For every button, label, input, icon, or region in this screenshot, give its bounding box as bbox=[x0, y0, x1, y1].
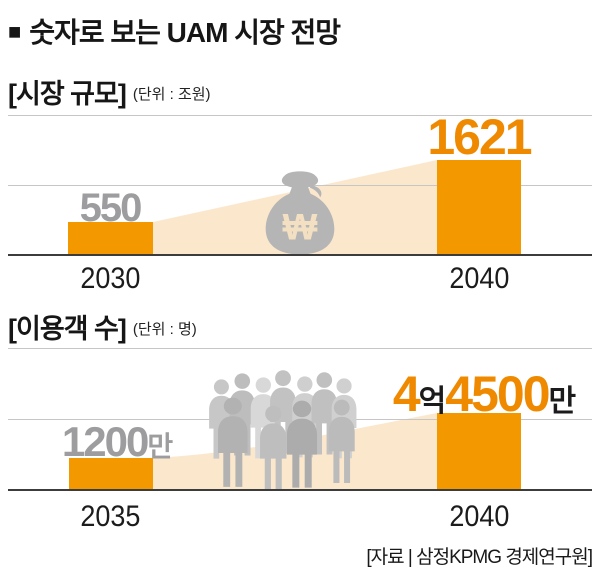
square-bullet-icon: ■ bbox=[8, 19, 21, 44]
year-label-passengers-2035: 2035 bbox=[79, 500, 141, 533]
bar-market-2030 bbox=[68, 222, 153, 255]
crowd-icon bbox=[209, 370, 357, 491]
market-size-title: [시장 규모] bbox=[8, 79, 127, 109]
value-label-market-2030: 550 bbox=[79, 186, 143, 230]
market-size-unit: (단위 : 조원) bbox=[132, 86, 211, 103]
source-credit: [자료 | 삼정KPMG 경제연구원] bbox=[366, 547, 593, 568]
value-label-passengers-2040: 4억4500만 bbox=[392, 366, 576, 422]
bar-passengers-2035 bbox=[69, 458, 153, 491]
won-symbol: ₩ bbox=[283, 207, 318, 248]
bar-market-2040 bbox=[437, 160, 521, 255]
baseline-chart2 bbox=[8, 489, 592, 491]
passengers-header: [이용객 수] (단위 : 명) bbox=[8, 307, 197, 346]
year-label-passengers-2040: 2040 bbox=[448, 500, 510, 533]
bar-passengers-2040 bbox=[437, 413, 521, 491]
year-label-market-2040: 2040 bbox=[448, 262, 510, 295]
gridline-top-chart1 bbox=[8, 115, 592, 116]
money-bag-icon: ₩ bbox=[265, 171, 335, 255]
value-label-market-2040: 1621 bbox=[427, 109, 532, 165]
page-title: ■ 숫자로 보는 UAM 시장 전망 bbox=[8, 11, 341, 51]
passengers-title: [이용객 수] bbox=[8, 314, 127, 344]
gridline-top-chart2 bbox=[8, 348, 592, 349]
market-size-header: [시장 규모] (단위 : 조원) bbox=[8, 72, 211, 111]
page-title-text: 숫자로 보는 UAM 시장 전망 bbox=[29, 17, 341, 48]
baseline-chart1 bbox=[8, 254, 592, 256]
value-label-passengers-2035: 1200만 bbox=[61, 418, 173, 465]
passengers-unit: (단위 : 명) bbox=[132, 321, 197, 338]
year-label-market-2030: 2030 bbox=[79, 262, 141, 295]
